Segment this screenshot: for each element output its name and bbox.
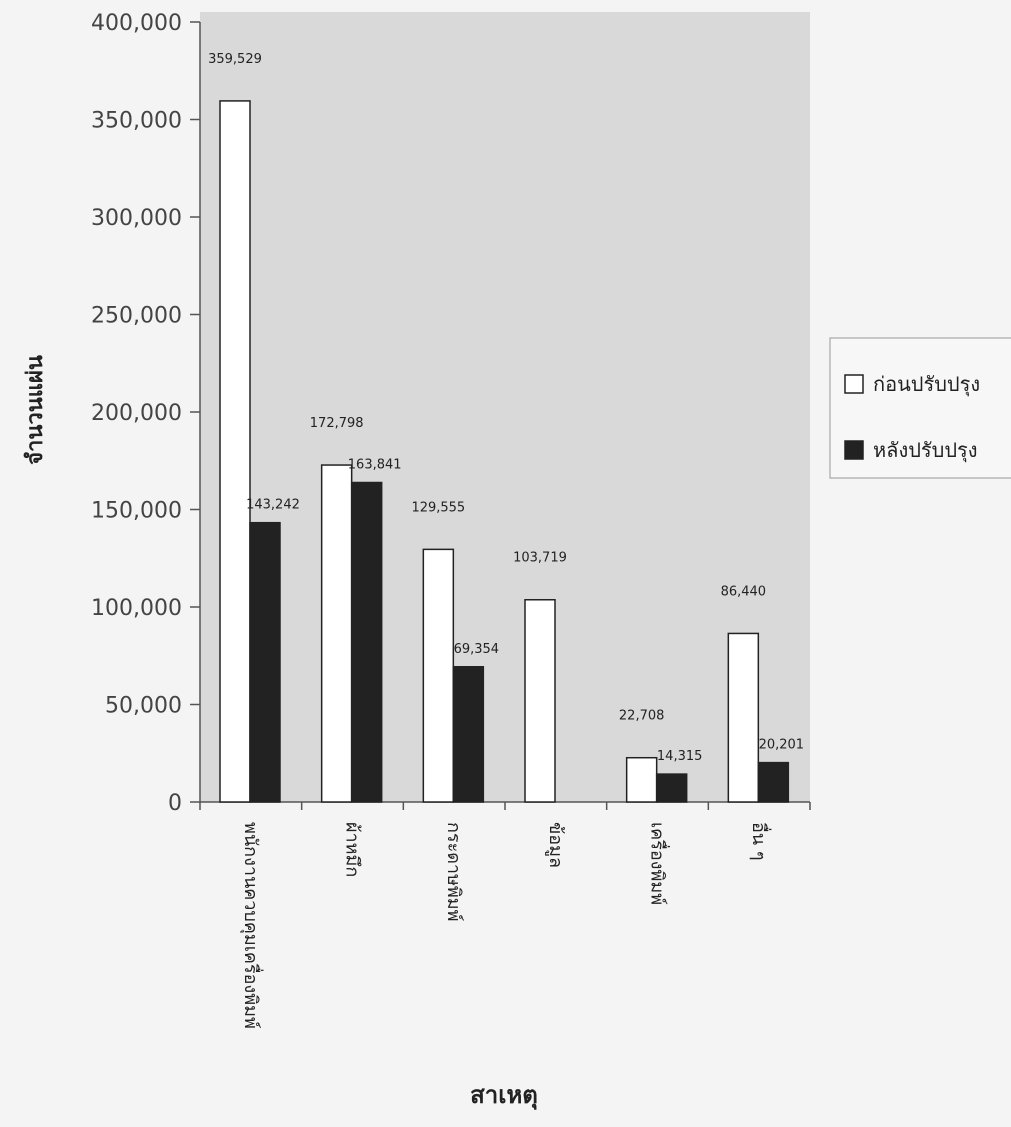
data-label: 163,841: [348, 458, 402, 473]
y-tick-label: 200,000: [91, 401, 182, 426]
data-label: 143,242: [246, 498, 300, 513]
y-tick-label: 400,000: [91, 11, 182, 36]
data-label: 86,440: [721, 584, 767, 599]
data-label: 20,201: [759, 738, 805, 753]
x-tick-label: อื่น ๆ: [748, 822, 772, 861]
x-tick-label: ผ้าหมึก: [342, 822, 363, 877]
data-label: 172,798: [310, 416, 364, 431]
bar-before-0: [219, 100, 251, 803]
data-label: 129,555: [411, 500, 465, 515]
y-tick-label: 250,000: [91, 304, 182, 329]
bar-after-1: [350, 481, 383, 803]
y-tick-label: 300,000: [91, 206, 182, 231]
y-axis-ticks: 0 50,000 100,000 150,000 200,000 250,000 300,0…: [91, 11, 200, 816]
legend-label-after: หลังปรับปรุง: [873, 438, 978, 463]
data-label: 103,719: [513, 551, 567, 566]
x-tick-label: ข้อมูล: [545, 822, 566, 868]
legend-label-before: ก่อนปรับปรุง: [873, 372, 980, 397]
bar-before-1: [320, 464, 353, 803]
bar-after-4: [655, 773, 688, 803]
bar-before-2: [422, 548, 455, 803]
data-label: 14,315: [657, 749, 703, 764]
y-tick-label: 0: [168, 791, 182, 816]
x-tick-label: กระดาษพิมพ์: [443, 822, 464, 922]
legend: ก่อนปรับปรุง หลังปรับปรุง: [829, 337, 1011, 479]
data-label: 22,708: [619, 709, 665, 724]
x-tick-label: เครื่องพิมพ์: [647, 822, 671, 905]
y-tick-label: 100,000: [91, 596, 182, 621]
bar-after-5: [757, 761, 790, 803]
bar-after-0: [249, 521, 281, 803]
y-tick-label: 350,000: [91, 109, 182, 134]
data-label: 359,529: [208, 52, 262, 67]
bar-after-2: [452, 666, 485, 803]
data-labels: 359,529 143,242 172,798 163,841 129,555 69,35…: [208, 52, 804, 764]
x-axis-label: สาเหตุ: [470, 1081, 538, 1111]
bars: [199, 100, 811, 810]
bar-before-4: [625, 756, 658, 803]
data-label: 69,354: [454, 642, 500, 657]
legend-swatch-after: [844, 440, 864, 460]
x-tick-label: พนักงานควบคุมเครื่องพิมพ์: [240, 822, 264, 1029]
plot-background: [200, 12, 810, 802]
bar-before-5: [727, 632, 760, 803]
legend-swatch-before: [844, 374, 864, 394]
y-axis-label: จำนวนแผ่น: [23, 355, 48, 465]
y-tick-label: 150,000: [91, 499, 182, 524]
x-axis-tick-labels: พนักงานควบคุมเครื่องพิมพ์ ผ้าหมึก กระดาษพิ…: [240, 822, 772, 1029]
y-tick-label: 50,000: [105, 694, 182, 719]
bar-before-3: [524, 598, 556, 803]
